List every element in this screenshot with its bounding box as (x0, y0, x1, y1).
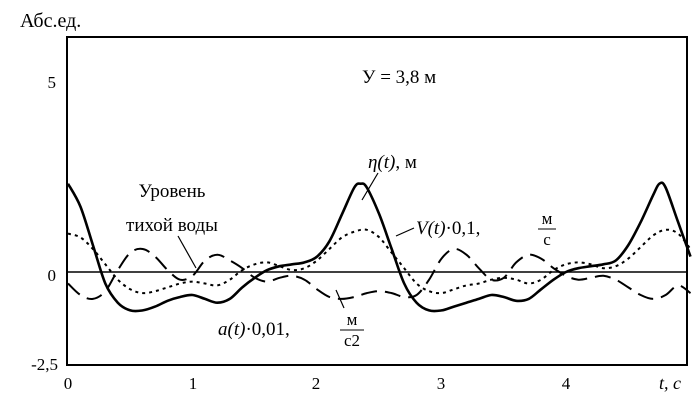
velocity-pointer (395, 227, 415, 237)
y-tick-label-minus2-5: -2,5 (31, 355, 58, 374)
still-water-label-line1: Уровень (139, 181, 206, 202)
series-acceleration-line (67, 247, 692, 301)
velocity-label: V(t)·0,1, (416, 218, 480, 239)
y-tick-label-5: 5 (48, 73, 57, 92)
still-water-label-line2: тихой воды (126, 215, 218, 236)
series-eta-line (66, 181, 692, 313)
acceleration-unit-numerator: м (347, 310, 358, 329)
series-velocity-line (67, 228, 692, 295)
depth-annotation: У = 3,8 м (362, 67, 436, 88)
acceleration-pointer (335, 289, 345, 309)
x-tick-label-0: 0 (64, 374, 73, 393)
velocity-unit-denominator: с (543, 230, 551, 249)
x-tick-label-3: 3 (437, 374, 446, 393)
x-axis-label: t, с (659, 373, 681, 393)
y-axis-label: Абс.ед. (20, 10, 81, 32)
eta-pointer (361, 172, 379, 201)
y-tick-label-0: 0 (48, 266, 57, 285)
x-tick-label-1: 1 (189, 374, 198, 393)
acceleration-unit-denominator: с2 (344, 331, 360, 350)
x-tick-label-4: 4 (562, 374, 571, 393)
plot-frame (66, 36, 688, 366)
acceleration-label: a(t)·0,01, (218, 319, 290, 340)
velocity-unit-numerator: м (542, 209, 553, 228)
still-water-pointer (177, 235, 197, 269)
eta-label: η(t), м (368, 152, 417, 173)
x-tick-label-2: 2 (312, 374, 321, 393)
